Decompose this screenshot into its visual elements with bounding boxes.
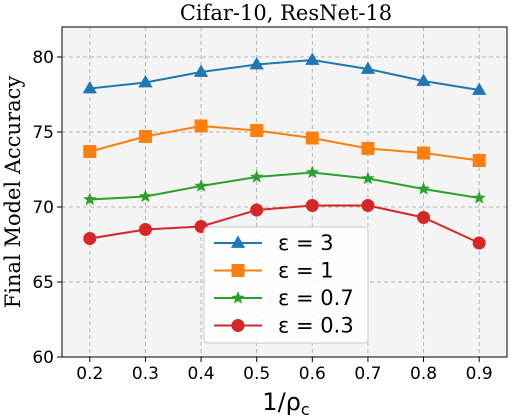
data-point <box>361 142 375 155</box>
legend-entry: ε = 0.7 <box>214 286 354 310</box>
series-4 <box>83 199 486 250</box>
x-tick-label: 0.9 <box>466 364 493 384</box>
data-point <box>472 82 487 95</box>
y-tick-label: 65 <box>32 273 54 293</box>
data-point <box>472 191 486 204</box>
legend-label: ε = 0.7 <box>278 286 354 310</box>
legend-label: ε = 3 <box>278 231 334 255</box>
plot-frame <box>61 26 508 358</box>
data-point <box>194 179 208 192</box>
legend-entry: ε = 1 <box>214 259 334 283</box>
legend-entry: ε = 0.3 <box>214 314 354 338</box>
series-2 <box>83 119 486 167</box>
data-point <box>83 232 97 245</box>
chart-title: Cifar-10, ResNet-18 <box>180 1 392 25</box>
legend: ε = 3 ε = 1 ε = 0.7 ε = 0.3 <box>203 226 369 344</box>
legend-marker <box>231 319 245 332</box>
x-tick-label: 0.5 <box>243 364 270 384</box>
x-tick-label: 0.3 <box>132 364 159 384</box>
data-point <box>361 199 375 212</box>
y-tick-label: 70 <box>32 198 54 218</box>
data-point <box>472 236 486 250</box>
y-tick-label: 80 <box>32 48 54 68</box>
legend-label: ε = 1 <box>278 259 334 283</box>
x-axis-label-subscript: c <box>301 400 310 416</box>
data-point <box>360 61 376 74</box>
x-axis-label: 1/ρc <box>262 388 309 416</box>
series-line <box>89 171 480 201</box>
y-tick-label: 75 <box>32 123 54 143</box>
x-axis-label-main: 1/ρ <box>262 388 301 416</box>
x-tick-label: 0.7 <box>354 364 381 384</box>
data-point <box>305 52 320 65</box>
data-point <box>138 75 153 88</box>
data-point <box>416 73 431 86</box>
data-point <box>193 64 209 77</box>
series-1 <box>82 52 487 95</box>
legend-label: ε = 0.3 <box>278 314 354 338</box>
data-point <box>138 223 152 236</box>
ticks: 0.2 0.3 0.4 0.5 0.6 0.7 0.8 0.9 60 65 70 75 80 <box>32 48 492 384</box>
series-line <box>89 204 480 244</box>
data-point <box>305 131 319 145</box>
x-tick-label: 0.6 <box>299 364 326 384</box>
legend-marker <box>231 291 245 304</box>
data-point <box>417 211 431 224</box>
data-point <box>472 154 486 167</box>
series-line <box>89 124 480 162</box>
data-point <box>417 146 431 160</box>
series-3 <box>83 165 486 206</box>
data-point <box>305 199 319 212</box>
data-point <box>83 192 97 206</box>
series-layer <box>82 52 487 250</box>
data-point <box>83 145 97 158</box>
x-tick-label: 0.2 <box>76 364 103 384</box>
series-line <box>89 58 480 91</box>
data-point <box>250 203 264 217</box>
data-point <box>305 165 319 179</box>
data-point <box>250 124 264 137</box>
data-point <box>249 57 264 70</box>
data-point <box>250 170 264 183</box>
legend-entry: ε = 3 <box>214 231 334 255</box>
y-tick-label: 60 <box>32 348 54 368</box>
legend-marker <box>231 264 245 277</box>
data-point <box>138 189 153 203</box>
data-point <box>416 182 431 195</box>
data-point <box>82 81 97 94</box>
x-tick-label: 0.4 <box>188 364 215 384</box>
legend-box <box>203 226 369 344</box>
data-point <box>194 119 208 133</box>
x-tick-label: 0.8 <box>410 364 437 384</box>
data-point <box>138 130 152 143</box>
y-axis-label: Final Model Accuracy <box>1 76 25 309</box>
data-point <box>361 171 375 185</box>
legend-marker <box>230 235 246 248</box>
